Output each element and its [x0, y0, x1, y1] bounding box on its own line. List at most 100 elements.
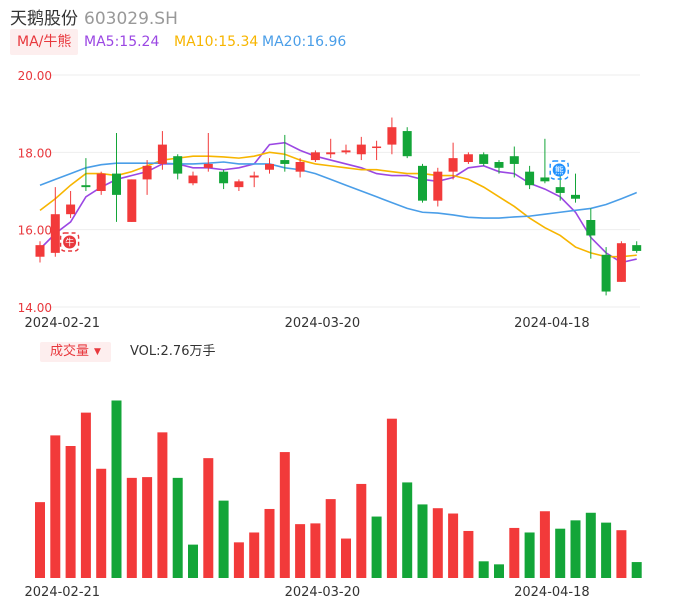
volume-bar	[616, 530, 627, 578]
candle-body	[249, 175, 259, 178]
price-tick-label: 18.00	[18, 146, 52, 160]
volume-bar	[80, 412, 91, 578]
candle-body	[433, 171, 443, 201]
stock-name: 天鹅股份	[10, 9, 78, 29]
volume-bar	[295, 524, 306, 578]
candle-body	[372, 146, 382, 149]
volume-bar	[494, 564, 504, 578]
candle-body	[418, 165, 427, 201]
candle-body	[35, 245, 45, 257]
candle-body	[632, 245, 642, 251]
volume-bar	[111, 400, 122, 578]
volume-bar	[524, 532, 535, 578]
volume-bar	[172, 477, 183, 578]
volume-bar	[417, 504, 428, 578]
marker-label: 牛	[65, 237, 74, 249]
volume-bar	[371, 516, 382, 578]
candle-body	[203, 163, 213, 168]
volume-bar	[65, 446, 76, 578]
volume-bar	[463, 530, 474, 578]
bear-marker: 熊	[549, 160, 569, 180]
volume-bar	[432, 508, 443, 578]
candle-body	[157, 144, 167, 164]
caret-down-icon: ▼	[94, 347, 101, 357]
volume-bar	[142, 477, 153, 578]
candle-body	[540, 177, 550, 182]
candle-body	[234, 181, 244, 188]
volume-bar	[50, 435, 61, 578]
volume-bar	[188, 544, 198, 578]
candle-body	[402, 131, 412, 157]
candle-body	[66, 204, 76, 215]
candle-body	[280, 160, 290, 164]
volume-bar	[233, 542, 244, 578]
marker-label: 熊	[555, 165, 564, 177]
candle-body	[142, 165, 152, 180]
candle-body	[509, 156, 519, 164]
date-tick-label: 2024-03-20	[285, 316, 361, 331]
volume-bar	[35, 502, 45, 578]
volume-bar	[555, 528, 566, 578]
volume-bar	[601, 522, 612, 578]
candle-body	[265, 163, 274, 170]
date-tick-label: 2024-04-18	[514, 585, 590, 600]
ma10-line	[39, 151, 637, 258]
volume-bar	[126, 477, 137, 578]
candle-body	[219, 171, 229, 184]
volume-bar	[448, 513, 459, 578]
volume-bar	[478, 561, 489, 578]
ma10-legend: MA10:15.34	[174, 34, 259, 50]
volume-bar	[356, 483, 367, 578]
date-tick-label: 2024-02-21	[25, 585, 101, 600]
candle-body	[310, 152, 320, 161]
candle-body	[387, 127, 397, 145]
date-tick-label: 2024-03-20	[285, 585, 361, 600]
candle-body	[326, 152, 336, 155]
candle-body	[173, 156, 183, 174]
volume-bar	[570, 520, 581, 578]
volume-bar	[509, 527, 520, 578]
candle-body	[555, 187, 565, 193]
ma-indicator-tab[interactable]: MA/牛熊	[10, 29, 79, 55]
volume-bar	[203, 458, 214, 578]
ma5-line	[39, 141, 637, 264]
candle-body	[96, 173, 106, 191]
marker-dot	[63, 235, 77, 249]
date-tick-label: 2024-04-18	[514, 316, 590, 331]
stock-code: 603029.SH	[84, 9, 178, 29]
candle-body	[601, 254, 611, 292]
volume-bar	[539, 511, 550, 578]
candle-body	[448, 158, 458, 172]
price-tick-label: 14.00	[18, 301, 52, 315]
stock-title: 天鹅股份 603029.SH	[10, 4, 178, 29]
candle-body	[341, 150, 351, 153]
candle-body	[479, 154, 489, 164]
volume-bar	[249, 532, 260, 578]
candle-body	[188, 175, 198, 184]
candle-body	[494, 162, 504, 168]
candle-body	[586, 220, 596, 236]
volume-indicator-selector[interactable]: 成交量 ▼	[40, 342, 111, 362]
bull-marker: 牛	[59, 232, 80, 252]
volume-bar	[279, 452, 290, 578]
volume-bar	[157, 432, 168, 578]
candle-body	[127, 179, 137, 222]
candle-body	[50, 214, 60, 253]
price-tick-label: 20.00	[18, 69, 52, 83]
volume-bar	[218, 500, 229, 578]
volume-bar	[325, 499, 336, 578]
ma20-legend: MA20:16.96	[262, 34, 347, 50]
volume-bar	[341, 538, 351, 578]
candle-body	[525, 171, 535, 186]
volume-bar	[310, 523, 321, 578]
volume-bar	[402, 482, 413, 578]
candle-body	[112, 173, 121, 195]
volume-bar	[386, 418, 397, 578]
candle-body	[295, 162, 305, 172]
marker-dot	[552, 163, 566, 177]
volume-value: VOL:2.76万手	[130, 344, 216, 359]
candle-body	[616, 243, 626, 282]
candle-body	[81, 185, 91, 188]
volume-bar	[631, 562, 642, 578]
